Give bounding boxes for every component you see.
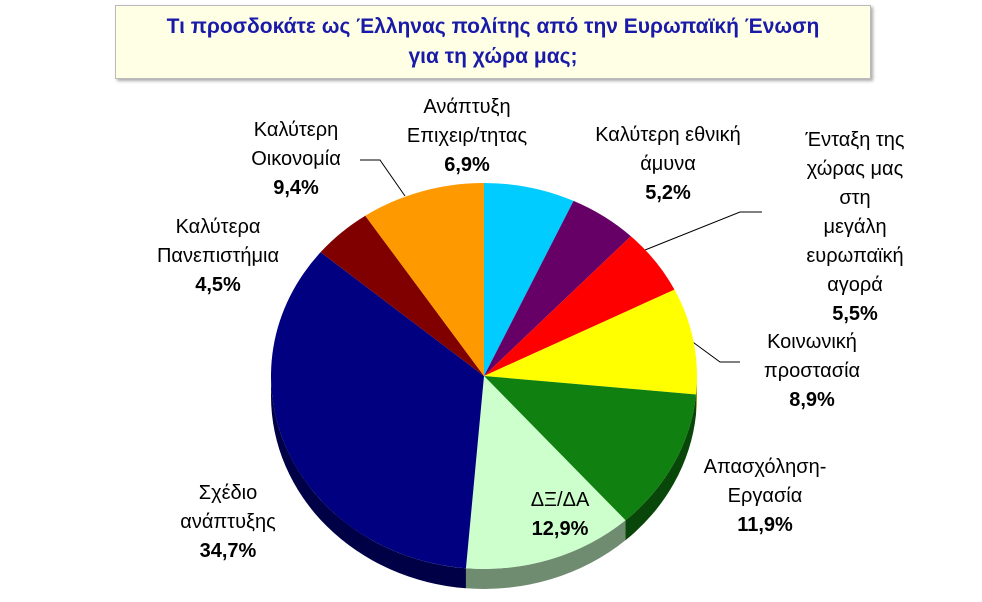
slice — [484, 236, 675, 376]
slice-side — [696, 376, 697, 415]
slice-label: Ένταξη της χώρας μας στη μεγάλη ευρωπαϊκ… — [792, 126, 919, 329]
slice-label: Καλύτερη εθνική άμυνα 5,2% — [595, 121, 741, 208]
slice-label: Σχέδιο ανάπτυξης 34,7% — [180, 479, 275, 566]
slice-label: Καλύτερη Οικονομία 9,4% — [251, 116, 341, 203]
category-label: Σχέδιο ανάπτυξης — [180, 482, 276, 533]
slice-label: Ανάπτυξη Επιχειρ/τητας 6,9% — [407, 93, 527, 180]
value-label: 8,9% — [789, 389, 835, 411]
slice — [484, 200, 631, 376]
leader-line — [639, 211, 762, 253]
slice — [484, 376, 697, 521]
category-label: ΔΞ/ΔΑ — [530, 489, 590, 511]
slice — [270, 252, 484, 569]
slice-label: Κοινωνική προστασία 8,9% — [764, 328, 860, 415]
value-label: 5,2% — [645, 182, 691, 204]
leader-line — [689, 339, 740, 363]
slice — [465, 376, 626, 569]
slice — [484, 183, 574, 376]
value-label: 9,4% — [273, 177, 319, 199]
slice — [365, 183, 484, 376]
slice-side — [625, 394, 697, 541]
category-label: Καλύτερα Πανεπιστήμια — [156, 216, 280, 267]
category-label: Ένταξη της χώρας μας στη μεγάλη ευρωπαϊκ… — [805, 129, 905, 296]
slice-side — [465, 520, 626, 589]
value-label: 12,9% — [531, 518, 589, 540]
slice-side — [271, 376, 466, 589]
value-label: 11,9% — [737, 514, 793, 536]
pie-slices — [270, 183, 697, 569]
slice-label: Καλύτερα Πανεπιστήμια 4,5% — [157, 213, 279, 300]
category-label: Καλύτερη Οικονομία — [251, 119, 341, 170]
leader-lines — [360, 159, 762, 363]
slice — [320, 215, 484, 376]
category-label: Απασχόληση- Εργασία — [703, 456, 827, 507]
leader-line — [360, 159, 406, 197]
value-label: 4,5% — [195, 274, 241, 296]
value-label: 34,7% — [199, 540, 257, 562]
pie-sides — [271, 376, 697, 589]
slice-label: ΔΞ/ΔΑ 12,9% — [531, 486, 590, 544]
category-label: Καλύτερη εθνική άμυνα — [595, 124, 741, 175]
value-label: 5,5% — [832, 303, 878, 325]
slice — [484, 289, 697, 395]
category-label: Ανάπτυξη Επιχειρ/τητας — [406, 96, 528, 147]
chart-title: Τι προσδοκάτε ως Έλληνας πολίτης από την… — [115, 5, 871, 79]
category-label: Κοινωνική προστασία — [763, 331, 861, 382]
slice-label: Απασχόληση- Εργασία 11,9% — [704, 453, 827, 540]
value-label: 6,9% — [444, 154, 490, 176]
